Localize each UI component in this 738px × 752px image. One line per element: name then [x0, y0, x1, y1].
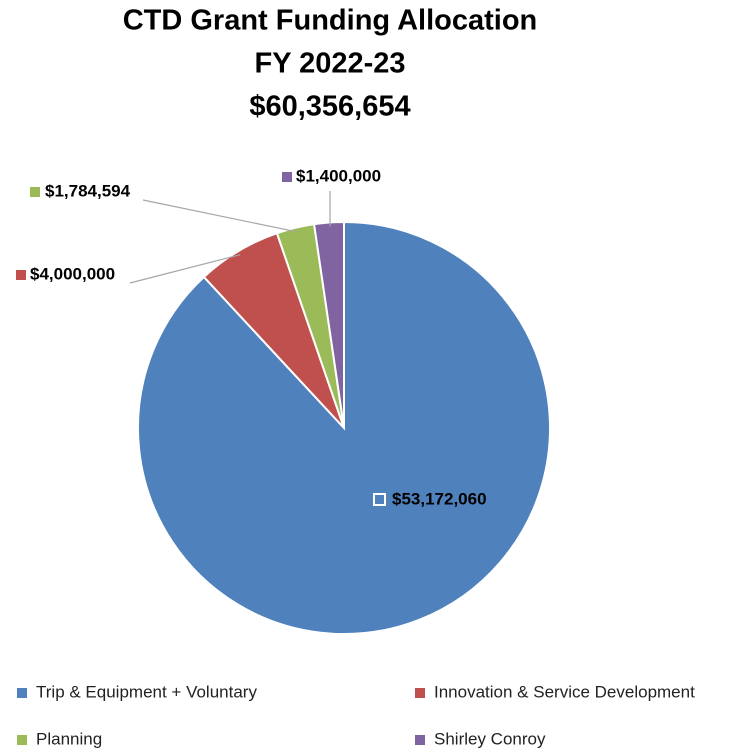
data-label: $4,000,000: [30, 264, 115, 283]
legend-label: Planning: [36, 729, 102, 748]
data-label: $53,172,060: [392, 489, 487, 508]
label-marker: [30, 187, 40, 197]
legend-marker: [17, 735, 27, 745]
legend-label: Shirley Conroy: [434, 729, 546, 748]
leader-line: [142, 199, 297, 233]
chart-title: $60,356,654: [249, 91, 410, 123]
data-label: $1,400,000: [296, 166, 381, 185]
label-marker: [373, 493, 386, 506]
legend-label: Trip & Equipment + Voluntary: [36, 682, 257, 701]
leader-line: [129, 254, 241, 284]
chart-title: CTD Grant Funding Allocation: [123, 5, 538, 37]
label-marker: [16, 270, 26, 280]
pie-slice: [312, 220, 345, 429]
legend-marker: [415, 735, 425, 745]
legend-label: Innovation & Service Development: [434, 682, 695, 701]
chart-title: FY 2022-23: [254, 48, 405, 80]
data-label: $1,784,594: [45, 181, 131, 200]
legend-marker: [415, 688, 425, 698]
legend-marker: [17, 688, 27, 698]
label-marker: [282, 172, 292, 182]
